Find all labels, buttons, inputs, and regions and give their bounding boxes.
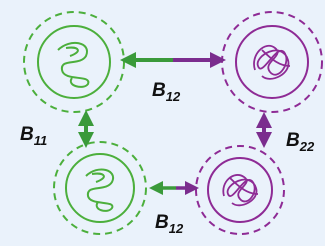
diagram: B12 B11 B22 B12 [0,0,325,246]
label-subscript: 12 [169,221,184,236]
label-main: B [20,124,34,145]
label-subscript: 22 [299,139,315,154]
label-subscript: 11 [34,133,48,148]
page: {"edges": [ {"label": "B", "subscript": … [0,0,325,246]
label-main: B [155,212,169,233]
label-subscript: 12 [166,89,181,104]
label-main: B [286,130,300,151]
label-main: B [152,80,166,101]
